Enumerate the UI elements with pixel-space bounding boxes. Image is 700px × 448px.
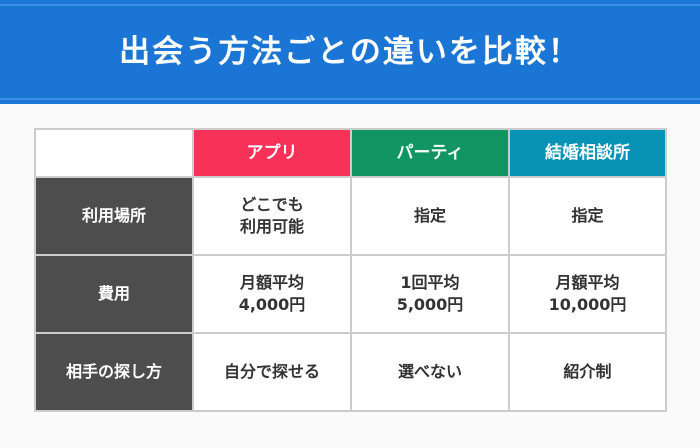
row-header-place: 利用場所 (34, 176, 194, 256)
cell-line: 月額平均 (555, 273, 620, 292)
cell-line: 4,000円 (238, 295, 306, 314)
header-agency: 結婚相談所 (508, 128, 667, 178)
cell-party-cost: 1回平均 5,000円 (350, 254, 510, 334)
cell-app-cost: 月額平均 4,000円 (192, 254, 352, 334)
cell-line: 利用可能 (239, 217, 304, 236)
cell-app-search: 自分で探せる (192, 332, 352, 412)
cell-agency-cost: 月額平均 10,000円 (508, 254, 667, 334)
cell-app-place: どこでも 利用可能 (192, 176, 352, 256)
cell-line: 自分で探せる (223, 362, 320, 381)
cell-line: 選べない (397, 362, 462, 381)
header-app: アプリ (192, 128, 352, 178)
cell-line: 月額平均 (239, 273, 304, 292)
cell-line: 紹介制 (563, 362, 612, 381)
table-row: 利用場所 どこでも利用可能 指定 指定 (34, 176, 667, 256)
cell-agency-place: 指定 (508, 176, 667, 256)
title-banner: 出会う方法ごとの違いを比較！ (0, 0, 700, 104)
cell-line: どこでも (240, 195, 304, 214)
cell-line: 指定 (413, 206, 446, 225)
cell-line: 10,000円 (548, 295, 627, 314)
cell-line: 1回平均 (400, 273, 460, 292)
header-empty-cell (34, 128, 194, 178)
cell-party-search: 選べない (350, 332, 510, 412)
cell-line: 指定 (571, 206, 604, 225)
banner-bottom-line (0, 98, 700, 100)
table-row: 費用 月額平均 4,000円 1回平均 5,000円 月額平均 10,000円 (34, 254, 667, 334)
page-title: 出会う方法ごとの違いを比較！ (119, 34, 581, 70)
row-header-search: 相手の探し方 (34, 332, 194, 412)
banner-top-line (0, 4, 700, 6)
table-header-row: アプリ パーティ 結婚相談所 (34, 128, 667, 178)
table-row: 相手の探し方 自分で探せる 選べない 紹介制 (34, 332, 667, 412)
cell-agency-search: 紹介制 (508, 332, 667, 412)
row-header-cost: 費用 (34, 254, 194, 334)
comparison-table: アプリ パーティ 結婚相談所 利用場所 どこでも利用可能 指定 指定 費用 月額… (34, 128, 667, 412)
cell-party-place: 指定 (350, 176, 510, 256)
header-party: パーティ (350, 128, 510, 178)
cell-line: 5,000円 (396, 295, 464, 314)
